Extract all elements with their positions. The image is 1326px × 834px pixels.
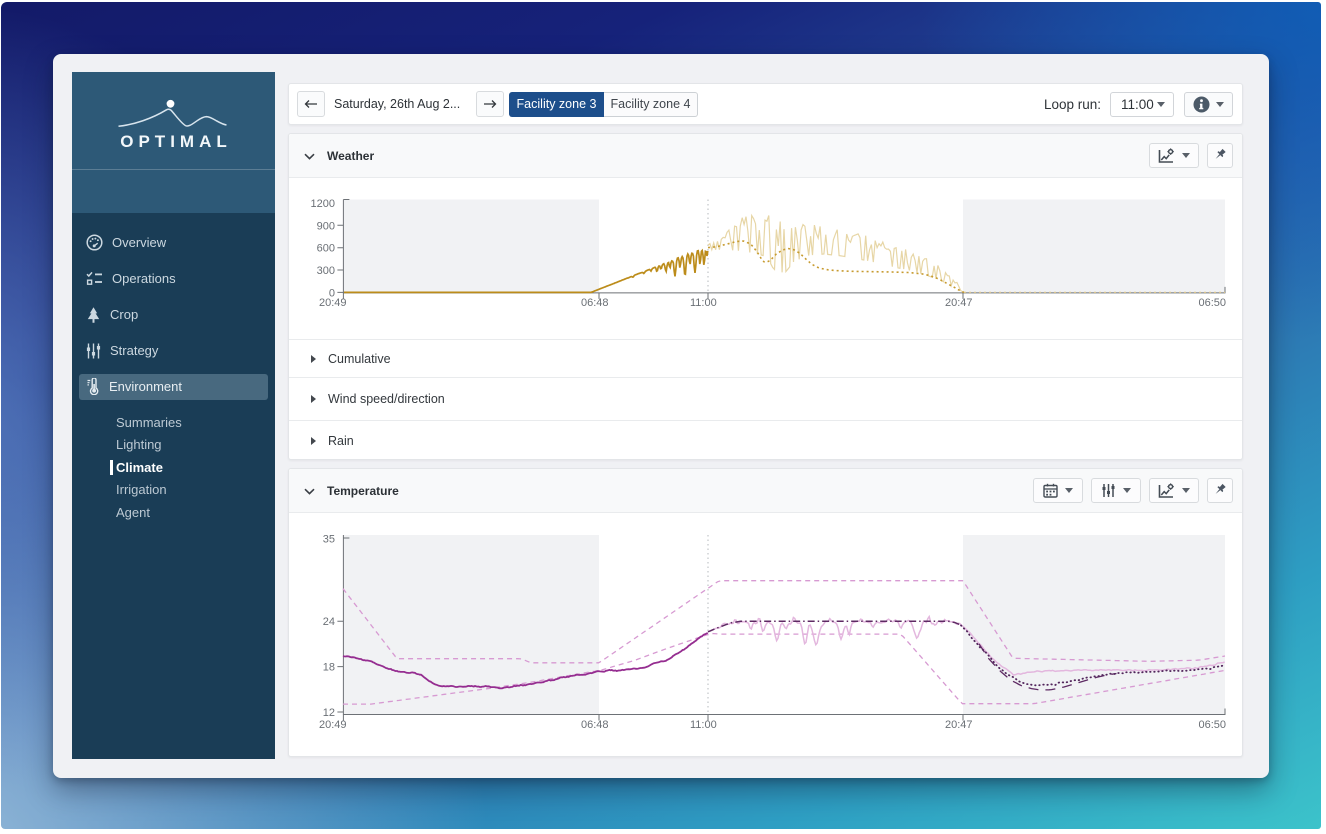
svg-text:06:50: 06:50 (1198, 297, 1226, 309)
svg-text:06:48: 06:48 (581, 719, 609, 731)
svg-text:20:49: 20:49 (319, 297, 347, 309)
svg-text:20:49: 20:49 (319, 719, 347, 731)
svg-text:300: 300 (317, 265, 335, 277)
svg-text:20:47: 20:47 (945, 719, 973, 731)
svg-text:20:47: 20:47 (945, 297, 973, 309)
svg-text:900: 900 (317, 220, 335, 232)
svg-text:11:00: 11:00 (690, 297, 717, 309)
svg-text:06:48: 06:48 (581, 297, 609, 309)
svg-text:12: 12 (323, 707, 335, 719)
svg-text:18: 18 (323, 662, 335, 674)
svg-text:11:00: 11:00 (690, 719, 717, 731)
svg-text:24: 24 (323, 616, 335, 628)
svg-text:06:50: 06:50 (1198, 719, 1226, 731)
svg-text:0: 0 (329, 287, 335, 299)
svg-text:35: 35 (323, 534, 335, 546)
svg-text:1200: 1200 (311, 198, 335, 210)
svg-text:600: 600 (317, 243, 335, 255)
